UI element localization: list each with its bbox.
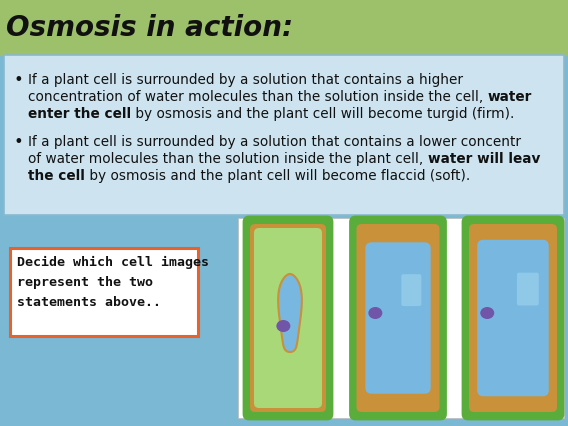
Bar (552, 335, 560, 340)
Text: water will leav: water will leav (428, 152, 540, 166)
Text: of water molecules than the solution inside the plant cell,: of water molecules than the solution ins… (28, 152, 428, 166)
Text: enter the cell: enter the cell (28, 107, 131, 121)
Bar (0, 0, 568, 55)
Bar (305, 218, 310, 226)
FancyBboxPatch shape (402, 274, 421, 306)
Bar (488, 218, 493, 226)
FancyBboxPatch shape (250, 224, 326, 412)
Bar (464, 296, 472, 301)
Ellipse shape (277, 320, 290, 332)
FancyBboxPatch shape (365, 242, 431, 394)
Text: Decide which cell images
represent the two
statements above..: Decide which cell images represent the t… (17, 256, 209, 309)
Text: water: water (487, 90, 532, 104)
Text: concentration of water molecules than the solution inside the cell,: concentration of water molecules than th… (28, 90, 487, 104)
FancyBboxPatch shape (254, 228, 322, 408)
Text: the cell: the cell (28, 169, 85, 183)
Bar (435, 335, 442, 340)
Ellipse shape (481, 307, 494, 319)
Bar (245, 296, 253, 301)
FancyBboxPatch shape (357, 224, 440, 412)
Bar (262, 411, 267, 417)
Text: Osmosis in action:: Osmosis in action: (6, 14, 293, 41)
FancyBboxPatch shape (350, 217, 445, 419)
FancyBboxPatch shape (244, 217, 332, 419)
Bar (533, 218, 538, 226)
Text: by osmosis and the plant cell will become flaccid (soft).: by osmosis and the plant cell will becom… (85, 169, 470, 183)
FancyBboxPatch shape (10, 248, 198, 336)
Bar (483, 411, 488, 417)
Text: •: • (14, 135, 24, 150)
Bar (417, 218, 422, 226)
Bar (370, 411, 375, 417)
Text: •: • (14, 73, 24, 88)
Text: If a plant cell is surrounded by a solution that contains a lower concentr: If a plant cell is surrounded by a solut… (28, 135, 521, 149)
Bar (238, 218, 564, 418)
FancyBboxPatch shape (469, 224, 557, 412)
Ellipse shape (369, 307, 382, 319)
Bar (352, 296, 360, 301)
Bar (266, 218, 271, 226)
FancyBboxPatch shape (517, 273, 539, 305)
Bar (374, 218, 379, 226)
Text: by osmosis and the plant cell will become turgid (firm).: by osmosis and the plant cell will becom… (131, 107, 515, 121)
FancyBboxPatch shape (463, 217, 563, 419)
Polygon shape (278, 274, 302, 352)
Text: If a plant cell is surrounded by a solution that contains a higher: If a plant cell is surrounded by a solut… (28, 73, 463, 87)
Bar (4, 55, 564, 215)
FancyBboxPatch shape (477, 240, 549, 396)
Bar (321, 335, 329, 340)
